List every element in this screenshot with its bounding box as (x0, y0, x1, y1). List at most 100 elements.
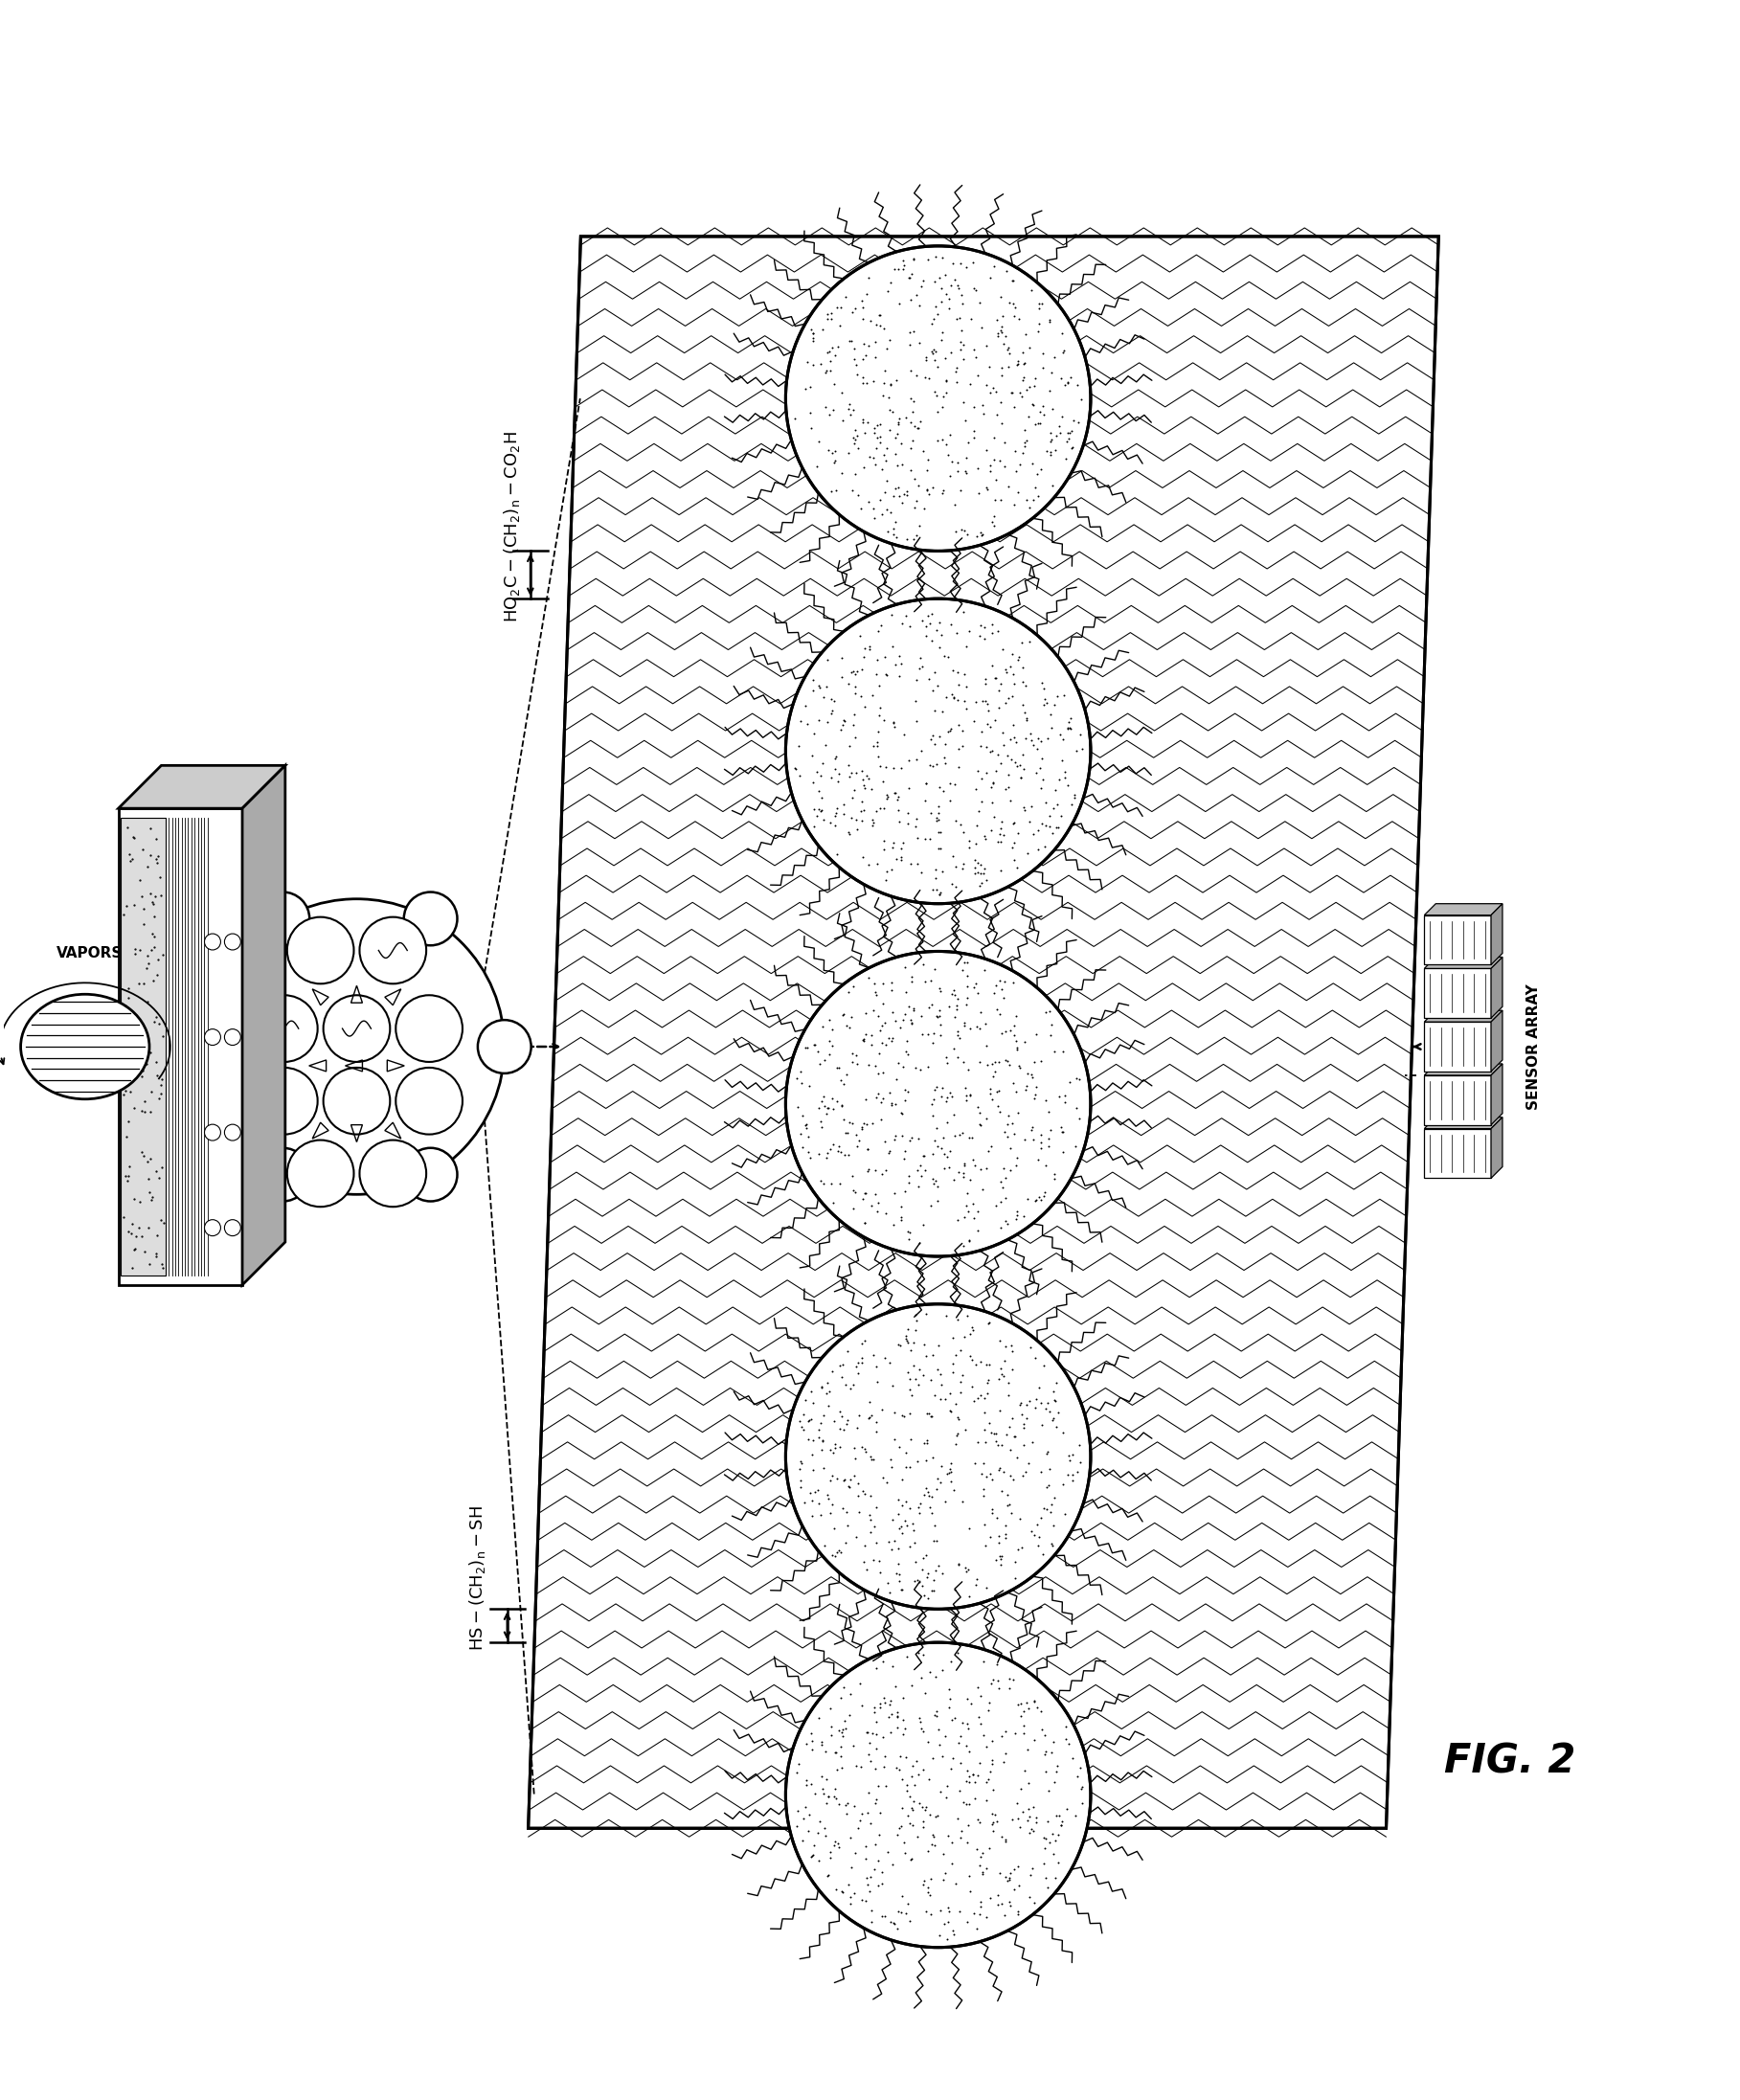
Point (973, 823, 1000, 857)
Point (952, 1071, 980, 1105)
Point (903, 1153, 931, 1186)
Point (980, 420, 1007, 454)
Point (879, 995, 907, 1029)
Point (1032, 809, 1060, 842)
Point (889, 1762, 917, 1796)
Point (936, 989, 964, 1023)
Point (804, 754, 832, 788)
Point (1018, 1514, 1046, 1548)
Point (995, 1432, 1023, 1466)
Circle shape (251, 1067, 318, 1134)
Point (842, 676, 870, 710)
Point (967, 865, 995, 899)
Point (893, 1741, 920, 1774)
Point (893, 479, 920, 512)
Point (1027, 1117, 1054, 1151)
Point (988, 632, 1016, 666)
Point (898, 405, 926, 439)
Point (886, 1430, 914, 1464)
Point (1060, 403, 1088, 437)
Point (786, 1054, 814, 1088)
Point (879, 630, 907, 664)
Point (858, 678, 886, 712)
Point (922, 378, 950, 412)
Point (978, 1084, 1006, 1117)
Point (980, 370, 1007, 403)
Point (1007, 1531, 1035, 1564)
Point (976, 771, 1004, 804)
Point (884, 252, 912, 286)
Point (960, 851, 988, 884)
Point (964, 1672, 992, 1705)
Point (884, 418, 912, 452)
Point (920, 953, 948, 987)
Point (973, 1460, 1000, 1493)
Point (900, 523, 927, 557)
Point (969, 1838, 997, 1871)
Point (806, 670, 833, 704)
Point (849, 794, 877, 827)
Point (919, 1819, 947, 1852)
Point (981, 1798, 1009, 1831)
Point (882, 1063, 910, 1096)
Point (950, 1201, 978, 1235)
Point (903, 1445, 931, 1478)
Point (974, 1407, 1002, 1441)
Point (800, 809, 828, 842)
Point (887, 1739, 915, 1772)
Point (938, 1394, 966, 1428)
Point (992, 773, 1020, 806)
Point (844, 357, 872, 391)
Point (880, 1208, 908, 1241)
Point (785, 758, 813, 792)
Point (793, 1422, 821, 1455)
Point (887, 752, 915, 785)
Point (955, 1787, 983, 1821)
Point (846, 1804, 873, 1838)
Point (950, 328, 978, 361)
Point (914, 1835, 941, 1869)
Point (804, 1816, 832, 1850)
Point (891, 1073, 919, 1107)
Point (868, 1008, 896, 1042)
Point (969, 1718, 997, 1751)
Point (992, 1823, 1020, 1856)
Point (900, 1785, 927, 1819)
Point (915, 1762, 943, 1796)
Point (905, 1636, 933, 1670)
Point (879, 1533, 907, 1567)
Point (865, 1056, 893, 1090)
Point (987, 1352, 1014, 1386)
Point (880, 1422, 908, 1455)
Point (854, 848, 882, 882)
Point (887, 1516, 915, 1550)
Point (1061, 1800, 1089, 1833)
Point (868, 454, 896, 487)
Point (858, 1019, 886, 1052)
Point (962, 519, 990, 552)
Point (954, 1554, 981, 1588)
Point (840, 458, 868, 491)
Point (825, 758, 853, 792)
Point (966, 869, 994, 903)
Point (1006, 1502, 1034, 1535)
Point (889, 252, 917, 286)
Point (821, 338, 849, 372)
Point (955, 1222, 983, 1256)
Point (948, 1359, 976, 1392)
Point (800, 664, 828, 697)
Polygon shape (1491, 1065, 1502, 1126)
Point (967, 762, 995, 796)
Point (832, 1058, 860, 1092)
Point (840, 1457, 868, 1491)
Point (1042, 418, 1070, 452)
Point (990, 819, 1018, 853)
Point (887, 1880, 915, 1913)
Point (879, 395, 907, 428)
Point (809, 1772, 837, 1806)
Point (954, 1825, 981, 1859)
Point (873, 275, 901, 309)
Point (919, 332, 947, 365)
Circle shape (360, 1140, 426, 1208)
Point (978, 1046, 1006, 1079)
